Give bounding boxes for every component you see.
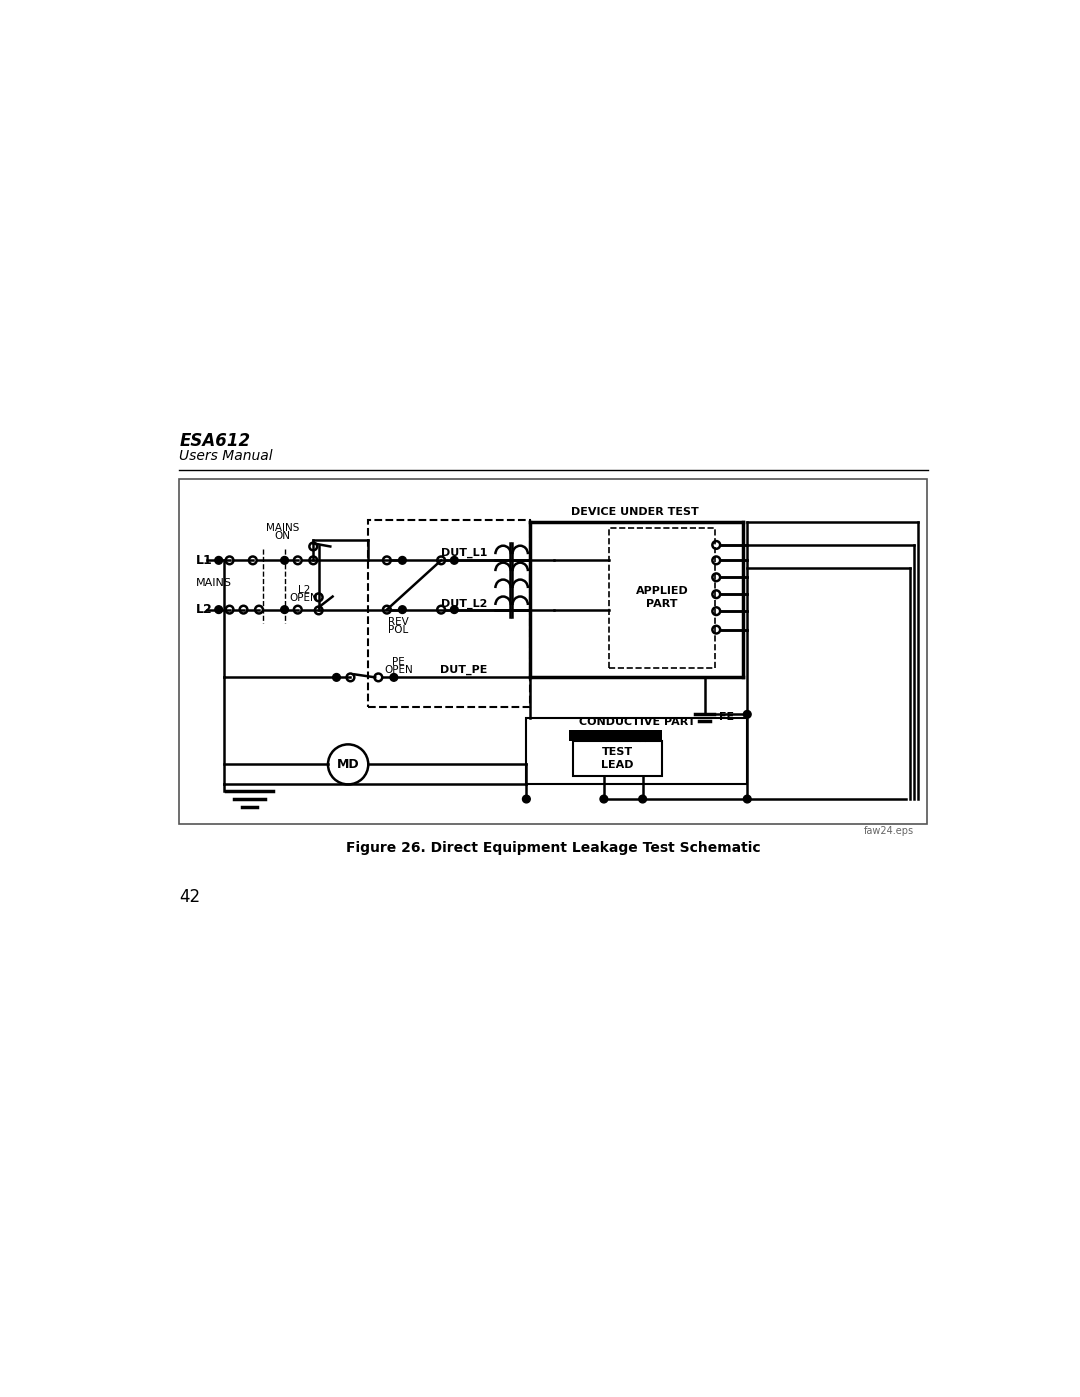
- Text: Figure 26. Direct Equipment Leakage Test Schematic: Figure 26. Direct Equipment Leakage Test…: [347, 841, 760, 855]
- Text: REV: REV: [388, 617, 409, 627]
- Text: MAINS: MAINS: [195, 578, 231, 588]
- Circle shape: [399, 606, 406, 613]
- Bar: [569, 729, 662, 740]
- Circle shape: [638, 795, 647, 803]
- Text: Users Manual: Users Manual: [179, 450, 273, 464]
- Text: DUT_L1: DUT_L1: [442, 548, 488, 557]
- Bar: [609, 528, 715, 668]
- Text: ON: ON: [274, 531, 291, 542]
- Text: POL: POL: [389, 626, 408, 636]
- Circle shape: [600, 795, 608, 803]
- Bar: [572, 740, 662, 775]
- Circle shape: [390, 673, 397, 682]
- Circle shape: [399, 556, 406, 564]
- Text: TEST
LEAD: TEST LEAD: [602, 746, 634, 770]
- Text: MAINS: MAINS: [266, 522, 299, 534]
- Bar: [179, 479, 927, 824]
- Text: FE: FE: [718, 712, 733, 722]
- Circle shape: [215, 606, 222, 613]
- Text: DUT_L2: DUT_L2: [442, 598, 488, 609]
- Text: ESA612: ESA612: [179, 433, 251, 450]
- Text: OPEN: OPEN: [384, 665, 413, 676]
- Text: PE: PE: [392, 657, 405, 666]
- Text: MD: MD: [337, 759, 360, 771]
- Bar: [526, 718, 747, 784]
- Text: L2: L2: [298, 584, 310, 595]
- Text: CONDUCTIVE PART: CONDUCTIVE PART: [579, 717, 696, 726]
- Circle shape: [215, 556, 222, 564]
- Circle shape: [281, 556, 288, 564]
- Circle shape: [450, 556, 458, 564]
- Circle shape: [399, 556, 406, 564]
- Text: 42: 42: [179, 887, 200, 905]
- Circle shape: [333, 673, 340, 682]
- Circle shape: [281, 606, 288, 613]
- Circle shape: [523, 795, 530, 803]
- Text: APPLIED
PART: APPLIED PART: [636, 585, 688, 609]
- Circle shape: [743, 711, 751, 718]
- Bar: [367, 520, 530, 707]
- Circle shape: [743, 795, 751, 803]
- Text: L2: L2: [195, 604, 212, 616]
- Text: faw24.eps: faw24.eps: [864, 826, 914, 835]
- Circle shape: [399, 606, 406, 613]
- Text: L1: L1: [195, 553, 212, 567]
- Text: DEVICE UNDER TEST: DEVICE UNDER TEST: [571, 507, 699, 517]
- Text: OPEN: OPEN: [289, 594, 319, 604]
- Circle shape: [450, 606, 458, 613]
- Text: DUT_PE: DUT_PE: [441, 665, 488, 675]
